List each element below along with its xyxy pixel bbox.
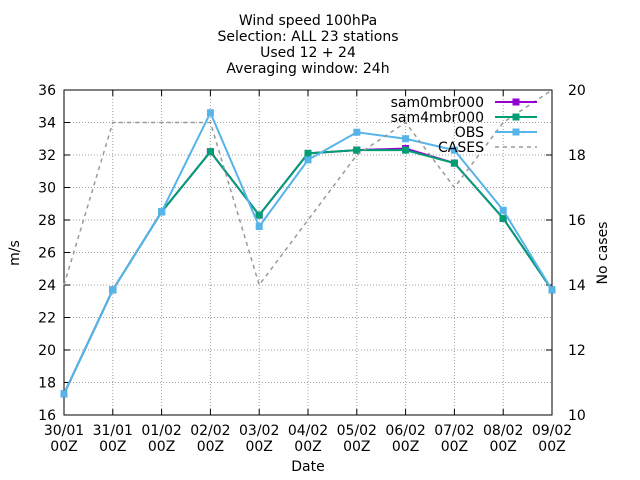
x-tick-label-date: 04/02 bbox=[288, 423, 328, 439]
data-point-sam4mbr000 bbox=[499, 214, 507, 222]
x-tick-label-time: 00Z bbox=[489, 439, 516, 455]
legend-marker bbox=[512, 128, 520, 136]
legend-label: CASES bbox=[438, 140, 484, 156]
x-tick-label-time: 00Z bbox=[197, 439, 224, 455]
x-tick-label-date: 03/02 bbox=[239, 423, 279, 439]
x-tick-label-date: 02/02 bbox=[190, 423, 230, 439]
data-point-obs bbox=[304, 156, 312, 164]
data-point-sam4mbr000 bbox=[304, 149, 312, 157]
legend-marker bbox=[512, 98, 520, 106]
y-tick-label: 24 bbox=[38, 278, 56, 294]
y2-tick-label: 14 bbox=[568, 278, 586, 294]
x-tick-label-date: 09/02 bbox=[532, 423, 572, 439]
data-point-sam4mbr000 bbox=[402, 146, 410, 154]
chart-title-line: Averaging window: 24h bbox=[226, 61, 389, 77]
legend-label: sam4mbr000 bbox=[391, 110, 484, 126]
x-tick-label-date: 31/01 bbox=[93, 423, 133, 439]
data-point-sam4mbr000 bbox=[255, 211, 263, 219]
y-tick-label: 32 bbox=[38, 148, 56, 164]
y2-tick-label: 20 bbox=[568, 83, 586, 99]
x-tick-label-date: 08/02 bbox=[483, 423, 523, 439]
y-tick-label: 36 bbox=[38, 83, 56, 99]
legend-label: sam0mbr000 bbox=[391, 95, 484, 111]
y-tick-label: 18 bbox=[38, 376, 56, 392]
chart-title-line: Used 12 + 24 bbox=[260, 45, 356, 61]
data-point-obs bbox=[402, 135, 410, 143]
data-point-obs bbox=[450, 146, 458, 154]
x-tick-label-time: 00Z bbox=[50, 439, 77, 455]
x-tick-label-time: 00Z bbox=[99, 439, 126, 455]
x-tick-label-time: 00Z bbox=[343, 439, 370, 455]
x-tick-label-time: 00Z bbox=[392, 439, 419, 455]
x-tick-label-date: 05/02 bbox=[337, 423, 377, 439]
legend-label: OBS bbox=[455, 125, 484, 141]
data-point-obs bbox=[206, 109, 214, 117]
y2-tick-label: 18 bbox=[568, 148, 586, 164]
data-point-obs bbox=[499, 206, 507, 214]
y2-tick-label: 12 bbox=[568, 343, 586, 359]
x-tick-label-date: 01/02 bbox=[141, 423, 181, 439]
y-tick-label: 22 bbox=[38, 311, 56, 327]
x-tick-label-date: 06/02 bbox=[385, 423, 425, 439]
y2-axis-label: No cases bbox=[595, 222, 611, 285]
x-tick-label-date: 07/02 bbox=[434, 423, 474, 439]
y-tick-label: 28 bbox=[38, 213, 56, 229]
data-point-obs bbox=[60, 390, 68, 398]
data-point-obs bbox=[255, 223, 263, 230]
x-tick-label-time: 00Z bbox=[538, 439, 565, 455]
series-line-cases bbox=[63, 89, 553, 287]
data-point-obs bbox=[158, 208, 166, 216]
y-tick-label: 20 bbox=[38, 343, 56, 359]
x-axis-label: Date bbox=[291, 459, 324, 475]
chart-title-line: Wind speed 100hPa bbox=[239, 13, 377, 29]
data-point-obs bbox=[353, 128, 361, 136]
y-tick-label: 16 bbox=[38, 408, 56, 424]
y2-tick-label: 16 bbox=[568, 213, 586, 229]
y-axis-label: m/s bbox=[7, 240, 23, 266]
legend-marker bbox=[512, 113, 520, 121]
x-tick-label-time: 00Z bbox=[245, 439, 272, 455]
data-point-obs bbox=[548, 286, 556, 294]
chart-title-line: Selection: ALL 23 stations bbox=[217, 29, 398, 45]
data-point-sam4mbr000 bbox=[206, 148, 214, 156]
x-tick-label-time: 00Z bbox=[294, 439, 321, 455]
data-point-sam4mbr000 bbox=[450, 159, 458, 167]
data-point-sam4mbr000 bbox=[353, 146, 361, 154]
y2-tick-label: 10 bbox=[568, 408, 586, 424]
y-tick-label: 26 bbox=[38, 246, 56, 262]
y-tick-label: 30 bbox=[38, 181, 56, 197]
x-tick-label-date: 30/01 bbox=[44, 423, 84, 439]
x-tick-label-time: 00Z bbox=[148, 439, 175, 455]
x-tick-label-time: 00Z bbox=[441, 439, 468, 455]
y-tick-label: 34 bbox=[38, 116, 56, 132]
data-point-obs bbox=[109, 286, 117, 294]
